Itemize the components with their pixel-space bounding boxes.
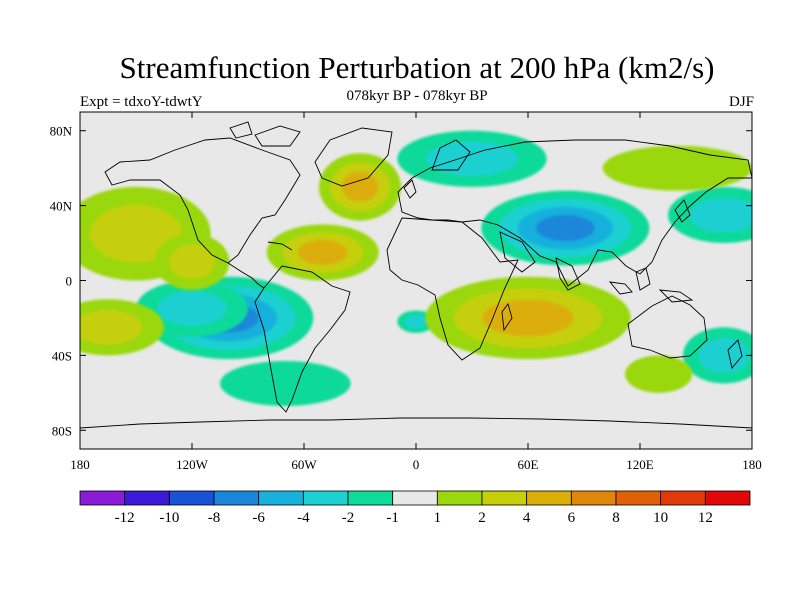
anomaly-layer: [80, 130, 752, 406]
colorbar-label: -4: [297, 510, 310, 526]
colorbar-label: 8: [612, 510, 620, 526]
anomaly-pos-12: [154, 233, 230, 290]
colorbar-label: 1: [434, 510, 442, 526]
colorbar-swatch: [615, 490, 662, 506]
colorbar-swatch: [79, 490, 126, 506]
anomaly-pos-15: [625, 355, 693, 393]
anomaly-pos-10: [266, 224, 379, 281]
colorbar-swatch: [660, 490, 706, 506]
anomaly-neg-1: [136, 280, 248, 337]
lon-tick-label: 180: [742, 457, 762, 472]
lat-tick-label: 80S: [52, 423, 72, 438]
colorbar-label: -12: [115, 510, 135, 526]
colorbar-label: -2: [342, 510, 355, 526]
colorbar-label: -8: [208, 510, 221, 526]
colorbar-label: -1: [386, 510, 399, 526]
chart-subtitle: 078kyr BP - 078kyr BP: [346, 88, 488, 104]
colorbar-label: 10: [653, 510, 668, 526]
experiment-label: Expt = tdxoY-tdwtY: [80, 94, 203, 110]
lon-tick-label: 0: [413, 457, 420, 472]
lon-tick-label: 60E: [518, 457, 539, 472]
anomaly-pos-8: [425, 276, 631, 360]
coastlines: [80, 121, 752, 429]
lon-tick-label: 60W: [291, 457, 317, 472]
colorbar-swatch: [570, 490, 617, 506]
colorbar-label: 12: [698, 510, 713, 526]
anomaly-neg-6: [682, 327, 752, 384]
colorbar-swatch: [302, 490, 349, 506]
anomaly-neg-2: [481, 190, 650, 266]
lat-tick-label: 40S: [52, 348, 72, 363]
anomaly-pos-13: [80, 299, 164, 356]
colorbar-swatch: [258, 490, 304, 506]
colorbar-swatch: [124, 490, 170, 506]
colorbar-label: 6: [568, 510, 576, 526]
chart-title: Streamfunction Perturbation at 200 hPa (…: [119, 50, 715, 85]
lon-tick-label: 120E: [626, 457, 654, 472]
season-label: DJF: [728, 94, 754, 110]
anomaly-pos-14: [602, 145, 752, 191]
lat-tick-label: 80N: [50, 124, 73, 139]
anomaly-neg-7: [397, 310, 435, 333]
colorbar-label: -6: [252, 510, 265, 526]
colorbar-label: -10: [159, 510, 179, 526]
lon-tick-label: 180: [70, 457, 90, 472]
anomaly-pos-9: [318, 153, 402, 221]
lat-tick-label: 40N: [50, 199, 73, 214]
lat-tick-label: 0: [66, 274, 73, 289]
anomaly-neg-5: [668, 186, 752, 244]
colorbar-swatch: [436, 490, 483, 506]
colorbar-swatch: [168, 490, 215, 506]
map-axes: 180 120W 60W 0 60E 120E 180 80N 40N 0 40S 80S: [50, 112, 762, 472]
colorbar-swatch: [526, 490, 572, 506]
colorbar: -12 -10 -8 -6 -4 -2 -1 1 2 4 6 8 10 12: [79, 490, 751, 526]
colorbar-label: 2: [478, 510, 486, 526]
colorbar-swatch: [481, 490, 528, 506]
colorbar-swatch: [392, 490, 438, 506]
lon-tick-label: 120W: [176, 457, 209, 472]
colorbar-swatch: [704, 490, 751, 506]
colorbar-label: 4: [523, 510, 531, 526]
colorbar-swatch: [347, 490, 394, 506]
anomaly-neg-3: [397, 130, 547, 187]
colorbar-swatch: [213, 490, 260, 506]
anomaly-neg-4: [220, 361, 351, 406]
